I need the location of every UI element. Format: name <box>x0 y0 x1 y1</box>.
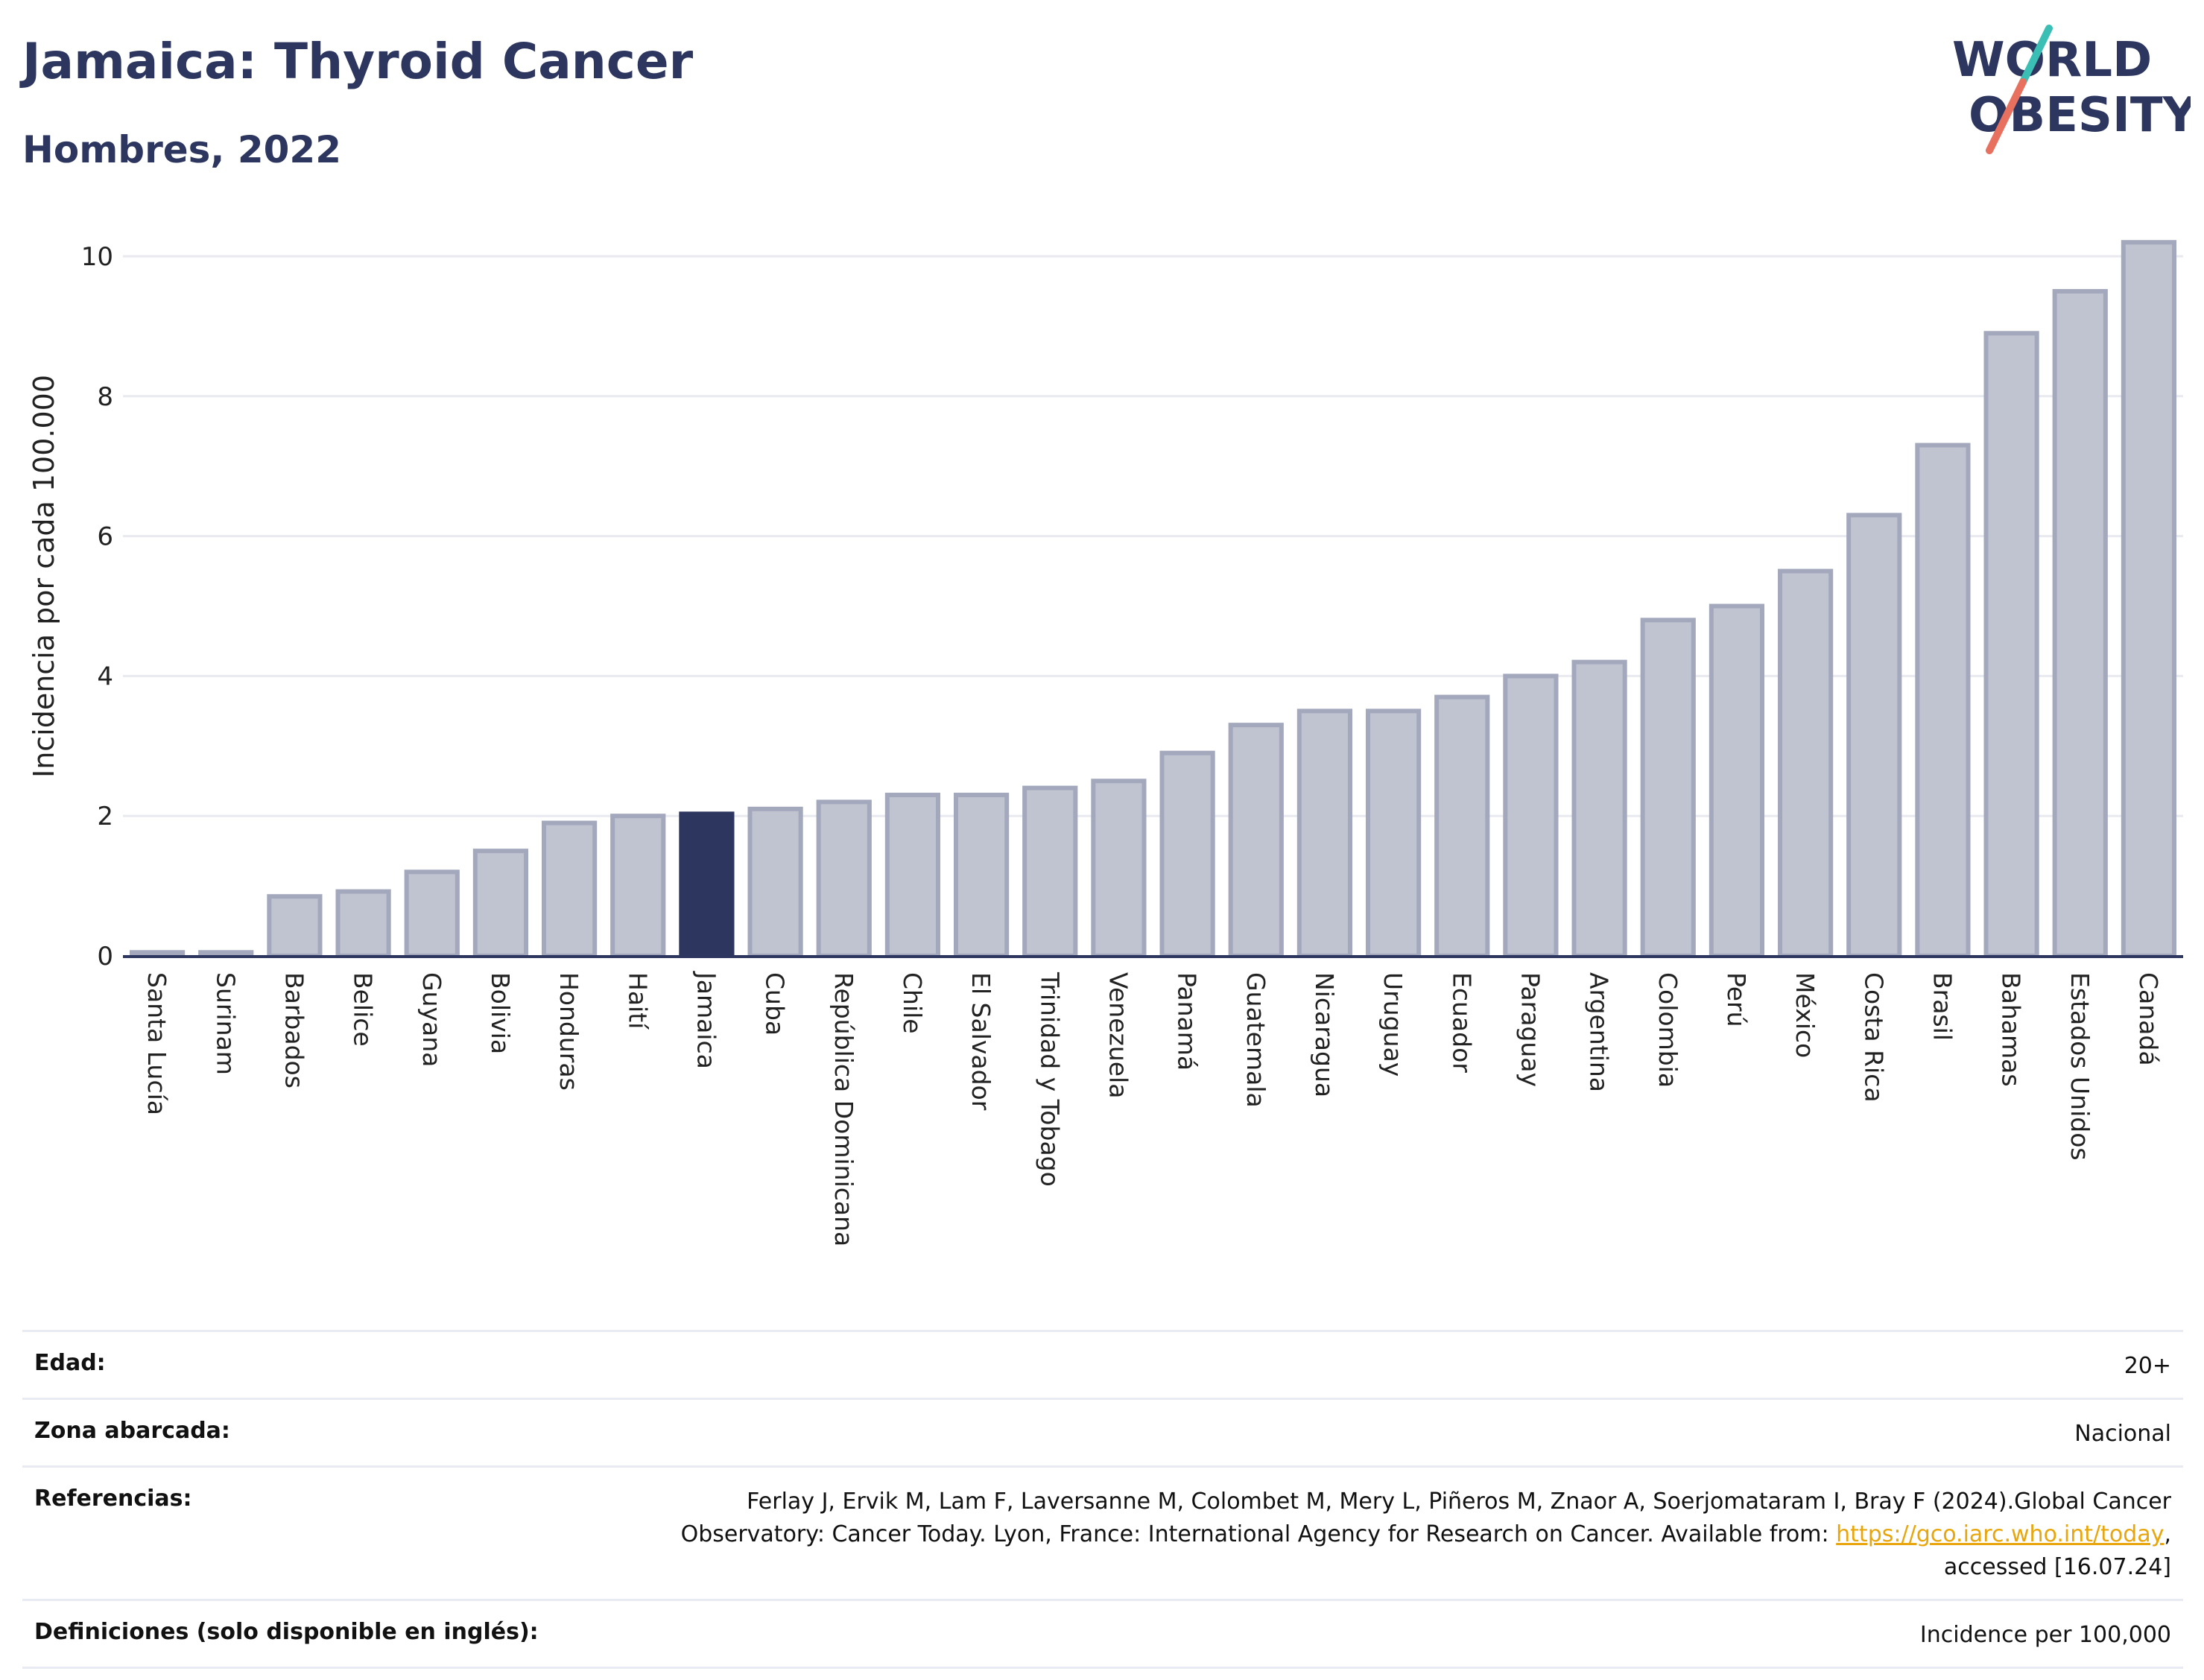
y-tick-label: 10 <box>81 242 113 272</box>
logo-line-world: WORLD <box>1952 33 2152 88</box>
reference-accessed: , accessed [16.07.24] <box>1943 1521 2171 1580</box>
x-tick-label: Costa Rica <box>1859 972 1888 1103</box>
x-tick-label: Bahamas <box>1997 972 2026 1087</box>
bar-cuba <box>747 806 803 959</box>
x-tick-label: Nicaragua <box>1310 972 1339 1097</box>
world-obesity-logo: WORLD OBESITY <box>1952 25 2191 154</box>
bar-guatemala <box>1228 723 1284 958</box>
meta-row-age: Edad: 20+ <box>22 1330 2183 1398</box>
x-tick-label: Bolivia <box>486 972 515 1054</box>
y-tick-label: 6 <box>97 522 113 552</box>
bar-paraguay <box>1503 673 1559 959</box>
x-tick-label: Cuba <box>761 972 790 1036</box>
x-tick-label: República Dominicana <box>829 972 858 1246</box>
x-tick-label: Guatemala <box>1241 972 1270 1108</box>
y-axis-label: Incidencia por cada 100.000 <box>28 375 60 778</box>
x-tick-label: El Salvador <box>966 972 995 1111</box>
bar-argentina <box>1571 659 1627 958</box>
bar-costa-rica <box>1846 513 1902 958</box>
bar-ecuador <box>1434 694 1490 958</box>
x-tick-label: Brasil <box>1928 972 1957 1041</box>
x-tick-label: Venezuela <box>1103 972 1133 1098</box>
chart-subtitle: Hombres, 2022 <box>22 128 341 171</box>
bar-haití <box>610 814 666 958</box>
x-tick-label: Haití <box>623 972 652 1030</box>
x-tick-label: Jamaica <box>691 971 721 1069</box>
bar-república-dominicana <box>816 799 872 959</box>
bar-el-salvador <box>953 793 1010 959</box>
y-tick-label: 4 <box>97 662 113 691</box>
bar-belice <box>335 889 391 959</box>
bar-trinidad-y-tobago <box>1022 785 1078 959</box>
bar-chile <box>884 793 941 959</box>
chart-title: Jamaica: Thyroid Cancer <box>22 33 694 90</box>
bar-honduras <box>541 820 598 958</box>
x-tick-label: Estados Unidos <box>2065 972 2094 1161</box>
x-tick-label: Perú <box>1722 972 1751 1027</box>
bar-venezuela <box>1091 779 1147 958</box>
bar-canadá <box>2121 240 2177 959</box>
bar-estados-unidos <box>2052 288 2108 958</box>
bar-panamá <box>1159 750 1215 958</box>
y-axis-ticks: 0 2 4 6 8 10 <box>81 242 113 971</box>
bar-bolivia <box>472 849 529 959</box>
x-tick-label: Paraguay <box>1516 972 1545 1087</box>
bar-chart: 0 2 4 6 8 10 Santa Lucía Surinam Barbados Belice… <box>28 240 2183 1246</box>
meta-label: Referencias: <box>34 1486 192 1512</box>
x-tick-label: Uruguay <box>1378 972 1407 1077</box>
meta-label: Zona abarcada: <box>34 1418 230 1444</box>
bar-brasil <box>1915 443 1971 958</box>
x-tick-label: Belice <box>349 972 378 1047</box>
x-tick-label: Panamá <box>1173 972 1202 1071</box>
meta-value-references: Ferlay J, Ervik M, Lam F, Laversanne M, … <box>644 1486 2171 1584</box>
y-tick-label: 2 <box>97 802 113 831</box>
bar-bahamas <box>1983 331 2039 959</box>
bar-nicaragua <box>1296 709 1353 958</box>
bar-uruguay <box>1365 709 1422 958</box>
meta-value: Nacional <box>2074 1421 2171 1447</box>
bar-méxico <box>1777 568 1834 958</box>
x-tick-label: México <box>1790 972 1820 1058</box>
x-tick-label: Argentina <box>1585 972 1614 1092</box>
x-axis-ticks: Santa Lucía Surinam Barbados Belice Guyana Bo… <box>142 971 2163 1246</box>
x-tick-label: Colombia <box>1653 972 1682 1088</box>
x-tick-label: Santa Lucía <box>142 972 171 1115</box>
y-tick-label: 0 <box>97 942 113 971</box>
reference-text: Ferlay J, Ervik M, Lam F, Laversanne M, … <box>680 1489 2171 1547</box>
logo-slash-teal <box>2019 25 2053 86</box>
bar-colombia <box>1640 618 1696 959</box>
meta-value: Incidence per 100,000 <box>1919 1622 2171 1648</box>
meta-row-area: Zona abarcada: Nacional <box>22 1398 2183 1465</box>
reference-link[interactable]: https://gco.iarc.who.int/today <box>1836 1521 2165 1547</box>
x-tick-label: Trinidad y Tobago <box>1035 971 1064 1187</box>
meta-row-references: Referencias: Ferlay J, Ervik M, Lam F, L… <box>22 1465 2183 1599</box>
bar-perú <box>1709 603 1765 958</box>
bar-jamaica <box>679 811 735 959</box>
metadata-table: Edad: 20+ Zona abarcada: Nacional Refere… <box>22 1330 2183 1669</box>
meta-row-definitions: Definiciones (solo disponible en inglés)… <box>22 1599 2183 1669</box>
x-tick-label: Chile <box>898 972 927 1034</box>
x-tick-label: Ecuador <box>1447 972 1476 1073</box>
bar-guyana <box>404 869 460 958</box>
meta-label: Definiciones (solo disponible en inglés)… <box>34 1619 539 1645</box>
bar-barbados <box>267 894 323 959</box>
meta-label: Edad: <box>34 1350 106 1376</box>
gridlines <box>123 255 2183 817</box>
x-tick-label: Surinam <box>211 972 240 1075</box>
logo-slash-coral <box>1986 78 2027 154</box>
x-tick-label: Guyana <box>417 972 446 1067</box>
bars <box>129 240 2177 959</box>
x-tick-label: Honduras <box>554 972 583 1091</box>
y-tick-label: 8 <box>97 382 113 412</box>
x-tick-label: Canadá <box>2134 972 2163 1066</box>
x-tick-label: Barbados <box>279 972 308 1088</box>
meta-value: 20+ <box>2124 1353 2171 1379</box>
